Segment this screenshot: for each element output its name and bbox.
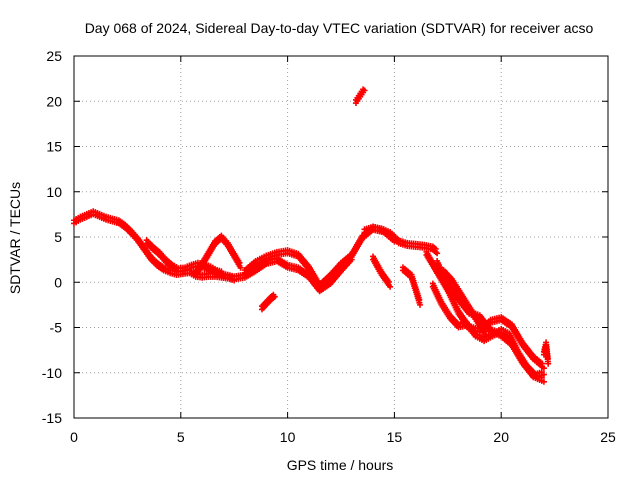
data-point xyxy=(237,264,244,271)
data-points xyxy=(71,86,552,385)
data-point xyxy=(432,245,439,252)
data-point xyxy=(387,283,394,290)
data-point xyxy=(545,360,552,367)
y-tick-label: 5 xyxy=(54,229,62,245)
y-tick-label: -5 xyxy=(50,320,63,336)
y-axis-label: SDTVAR / TECUs xyxy=(7,182,23,294)
x-axis-label: GPS time / hours xyxy=(287,457,394,473)
data-point xyxy=(417,301,424,308)
grid xyxy=(74,56,608,418)
y-tick-label: -10 xyxy=(42,365,62,381)
x-tick-label: 15 xyxy=(387,429,403,445)
axis-ticks: 0 5 10 15 20 25 -15 -10 -5 0 5 10 15 20 25 xyxy=(42,48,616,445)
data-point xyxy=(361,87,368,94)
data-point xyxy=(416,296,423,303)
x-tick-label: 5 xyxy=(177,429,185,445)
y-tick-label: 25 xyxy=(46,48,62,64)
data-point xyxy=(540,371,547,378)
data-point xyxy=(538,374,545,381)
data-point xyxy=(482,328,489,335)
x-tick-label: 25 xyxy=(600,429,616,445)
y-tick-label: 0 xyxy=(54,274,62,290)
x-tick-label: 20 xyxy=(493,429,509,445)
x-tick-label: 10 xyxy=(280,429,296,445)
x-tick-label: 0 xyxy=(70,429,78,445)
y-tick-label: 15 xyxy=(46,139,62,155)
y-tick-label: -15 xyxy=(42,410,62,426)
data-point xyxy=(434,250,441,257)
data-point xyxy=(483,333,490,340)
data-point xyxy=(540,378,547,385)
data-point xyxy=(271,293,278,300)
data-point xyxy=(539,360,546,367)
data-point xyxy=(540,365,547,372)
y-tick-label: 10 xyxy=(46,184,62,200)
y-tick-label: 20 xyxy=(46,93,62,109)
data-point xyxy=(385,278,392,285)
data-point xyxy=(544,355,551,362)
data-point xyxy=(236,259,243,266)
chart-title: Day 068 of 2024, Sidereal Day-to-day VTE… xyxy=(85,20,594,36)
